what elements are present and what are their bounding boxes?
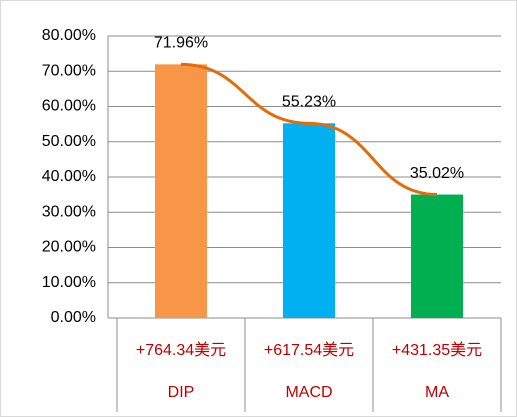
value-label: 71.96% — [154, 35, 208, 52]
y-tick-label: 60.00% — [42, 98, 96, 115]
trendline — [180, 62, 438, 197]
y-tick-label: 30.00% — [42, 203, 96, 220]
y-tick-label: 0.00% — [51, 309, 96, 326]
category-note: +764.34美元 — [136, 341, 226, 359]
y-tick-label: 50.00% — [42, 133, 96, 150]
category-note: +431.35美元 — [392, 341, 482, 359]
bar — [411, 194, 463, 318]
category-note: +617.54美元 — [264, 341, 354, 359]
x-tick-label: DIP — [168, 384, 195, 401]
y-tick-label: 20.00% — [42, 239, 96, 256]
value-label: 35.02% — [410, 165, 464, 182]
x-tick-label: MA — [425, 384, 449, 401]
x-tick-label: MACD — [285, 384, 332, 401]
y-tick-label: 80.00% — [42, 27, 96, 44]
y-tick-label: 10.00% — [42, 274, 96, 291]
bar — [155, 64, 207, 318]
bar — [283, 123, 335, 319]
y-tick-label: 40.00% — [42, 168, 96, 185]
y-tick-label: 70.00% — [42, 62, 96, 79]
value-label: 55.23% — [282, 94, 336, 111]
